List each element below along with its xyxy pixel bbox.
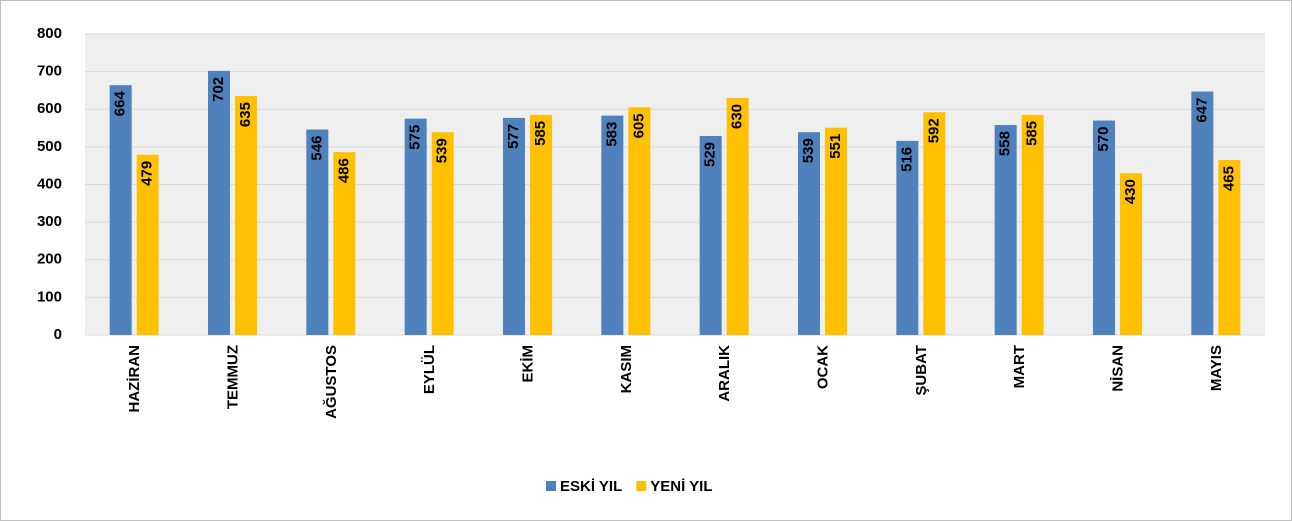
bar <box>798 132 820 335</box>
bar <box>923 112 946 335</box>
y-tick-label: 400 <box>37 175 62 192</box>
legend-label: ESKİ YIL <box>560 478 622 495</box>
x-tick-label: KASIM <box>618 345 635 393</box>
data-label: 539 <box>434 138 451 163</box>
data-label: 647 <box>1193 98 1210 123</box>
legend-label: YENİ YIL <box>650 478 712 495</box>
bar <box>896 140 919 335</box>
data-label: 585 <box>532 121 549 146</box>
data-label: 577 <box>505 124 522 149</box>
y-tick-label: 600 <box>37 100 62 117</box>
bar <box>136 154 159 335</box>
data-label: 664 <box>112 91 129 117</box>
bar <box>1218 160 1241 335</box>
bar <box>699 135 722 335</box>
data-label: 575 <box>407 125 424 150</box>
data-label: 583 <box>603 122 620 147</box>
bar <box>306 129 329 335</box>
bar <box>1021 114 1044 335</box>
bar <box>333 152 356 335</box>
bar <box>235 96 257 335</box>
data-label: 630 <box>729 104 746 129</box>
data-label: 546 <box>308 136 325 161</box>
x-tick-label: MART <box>1011 345 1028 388</box>
data-label: 486 <box>335 158 352 183</box>
y-tick-label: 100 <box>37 288 62 305</box>
x-tick-label: EYLÜL <box>421 345 438 394</box>
x-tick-label: MAYIS <box>1208 345 1225 391</box>
legend-swatch <box>546 481 556 491</box>
data-label: 479 <box>139 161 156 186</box>
y-tick-label: 300 <box>37 213 62 230</box>
data-label: 516 <box>898 147 915 172</box>
x-tick-label: AĞUSTOS <box>322 345 340 419</box>
bar <box>628 107 651 336</box>
x-tick-label: ARALIK <box>716 345 733 402</box>
data-label: 529 <box>702 142 719 167</box>
data-label: 592 <box>925 118 942 143</box>
x-tick-label: NİSAN <box>1109 345 1126 392</box>
data-label: 465 <box>1220 166 1237 191</box>
x-tick-label: ŞUBAT <box>913 345 930 396</box>
bar <box>601 115 624 336</box>
data-label: 570 <box>1095 127 1112 152</box>
bar <box>994 125 1017 336</box>
data-label: 539 <box>800 138 817 163</box>
data-label: 635 <box>237 102 254 127</box>
bar <box>208 70 230 335</box>
y-tick-label: 0 <box>54 326 62 343</box>
y-tick-label: 200 <box>37 251 62 268</box>
y-tick-label: 700 <box>37 63 62 80</box>
bar <box>1093 120 1115 335</box>
legend-swatch <box>636 481 647 491</box>
x-tick-label: OCAK <box>814 345 831 389</box>
y-tick-label: 800 <box>37 25 62 42</box>
bar <box>825 127 847 335</box>
bar <box>109 85 132 335</box>
data-label: 558 <box>997 131 1014 156</box>
bar <box>1191 91 1214 335</box>
bar <box>431 132 454 335</box>
bar <box>1120 173 1142 335</box>
x-tick-label: EKİM <box>519 345 536 383</box>
bar <box>503 117 525 335</box>
bar <box>726 97 749 336</box>
data-label: 551 <box>827 134 844 159</box>
data-label: 585 <box>1024 121 1041 146</box>
data-label: 605 <box>630 113 647 138</box>
x-tick-label: HAZİRAN <box>126 345 143 413</box>
data-label: 702 <box>210 77 227 102</box>
bar <box>404 118 427 335</box>
data-label: 430 <box>1122 179 1139 204</box>
y-tick-label: 500 <box>37 138 62 155</box>
x-tick-label: TEMMUZ <box>224 345 241 409</box>
bar <box>530 114 552 335</box>
